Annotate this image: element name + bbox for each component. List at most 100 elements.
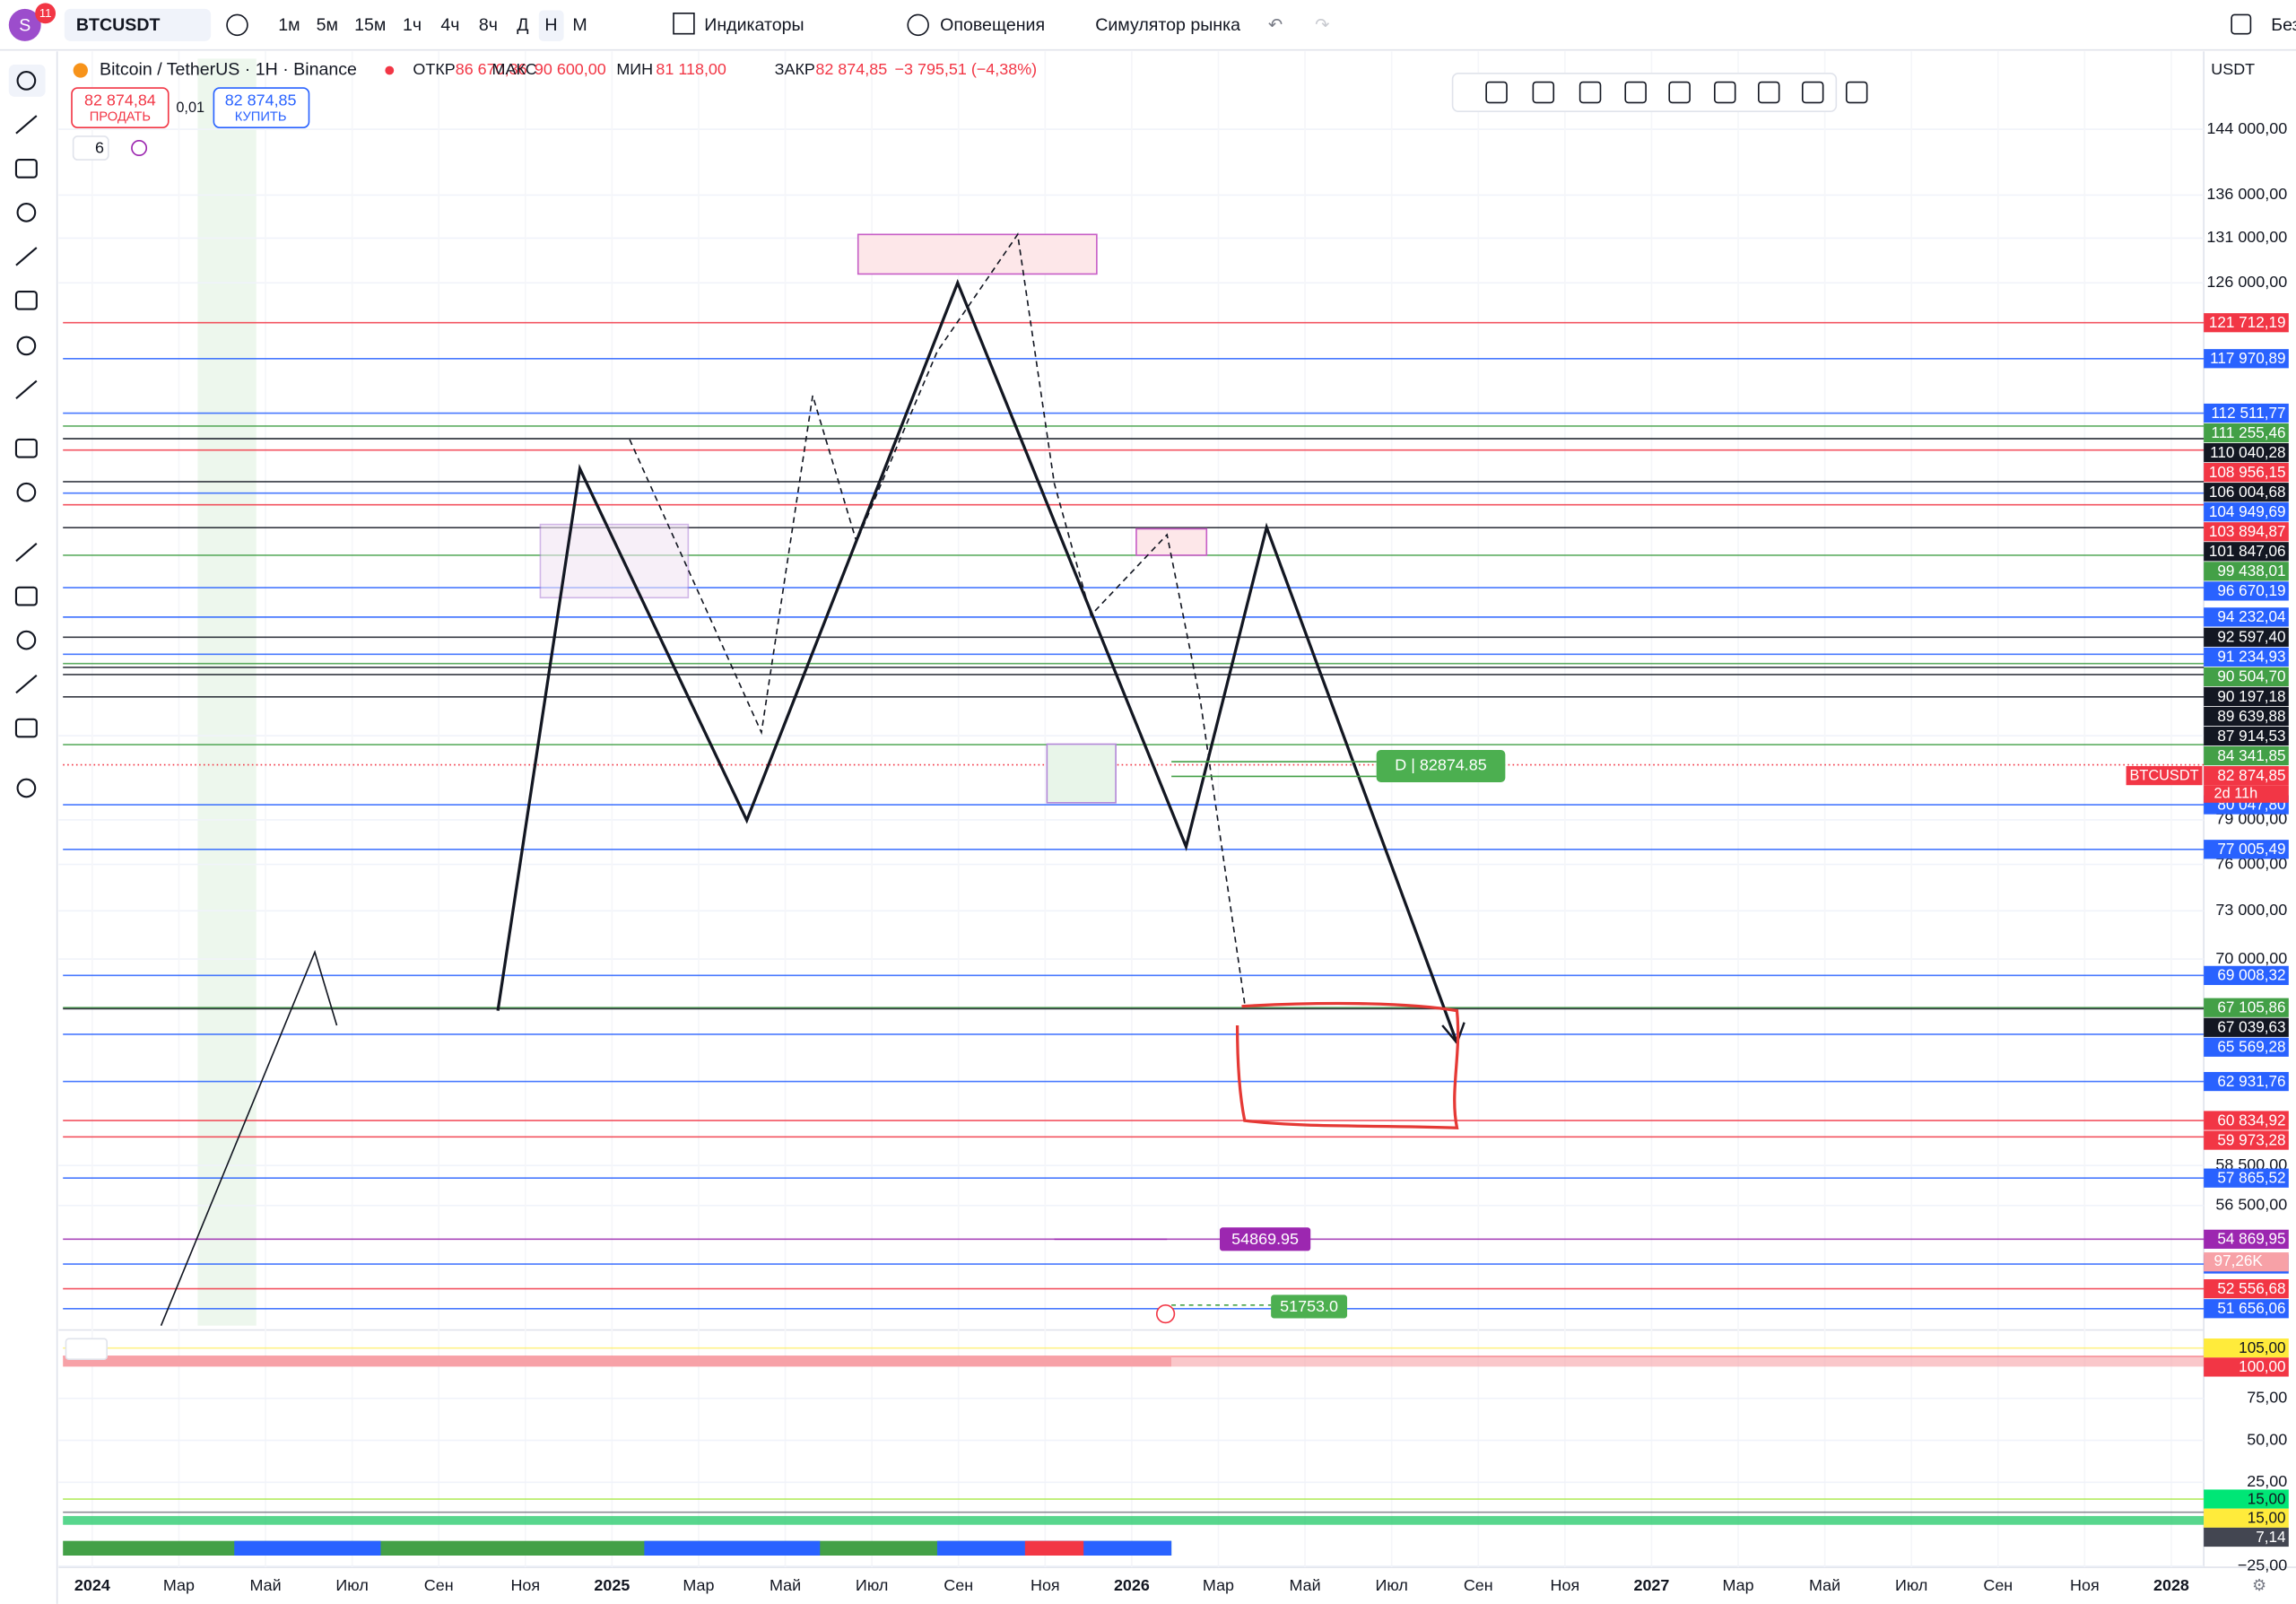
x-tick-label: 2027 xyxy=(1633,1576,1669,1594)
timeframe-button[interactable]: М xyxy=(572,15,587,35)
tool-button[interactable] xyxy=(15,543,38,562)
timeframe-button[interactable]: 15м xyxy=(354,15,386,35)
indicators-toggle[interactable] xyxy=(72,135,109,161)
currency[interactable]: USDT xyxy=(2211,60,2255,78)
indicator-label: 15,00 xyxy=(2248,1509,2286,1527)
zone-box[interactable] xyxy=(1046,743,1117,804)
pane-collapse[interactable] xyxy=(65,1338,108,1361)
indicator-label: 105,00 xyxy=(2239,1338,2285,1356)
zone-box[interactable] xyxy=(857,233,1098,275)
indicators-count: 6 xyxy=(95,139,104,157)
price-label-box xyxy=(2204,403,2289,423)
target-zone[interactable] xyxy=(1235,1001,1460,1129)
tool-button[interactable] xyxy=(14,290,38,310)
drawing-tool[interactable] xyxy=(1578,81,1602,104)
price-label-box xyxy=(2204,562,2289,581)
tool-button[interactable] xyxy=(16,630,37,650)
symbol-search[interactable] xyxy=(64,8,212,41)
timeframe-button[interactable]: 5м xyxy=(317,15,338,35)
tool-button[interactable] xyxy=(14,438,38,458)
price-label: 90 197,18 xyxy=(2217,687,2285,705)
x-tick-label: Ноя xyxy=(510,1576,540,1594)
tool-button[interactable] xyxy=(16,336,37,356)
price-label: 110 040,28 xyxy=(2210,443,2285,461)
tool-button[interactable] xyxy=(16,778,37,798)
add-symbol[interactable] xyxy=(226,13,248,37)
indicator-label-box xyxy=(2204,1489,2289,1509)
x-tick-label: Май xyxy=(1290,1576,1321,1594)
tool-button[interactable] xyxy=(15,379,38,400)
drawing-tool[interactable] xyxy=(1624,81,1647,104)
buy-price: 82 874,85 xyxy=(225,92,297,109)
tool-button[interactable] xyxy=(14,718,38,738)
sell-button[interactable] xyxy=(71,87,170,128)
price-label: 106 004,68 xyxy=(2209,483,2286,501)
signal-strip xyxy=(1024,1540,1084,1556)
position-label[interactable] xyxy=(1376,750,1506,782)
drawing-tool[interactable] xyxy=(1668,81,1691,104)
avatar[interactable] xyxy=(8,8,41,41)
trend-line[interactable] xyxy=(160,949,338,1326)
tool-button[interactable] xyxy=(16,71,37,91)
tool-button[interactable] xyxy=(15,674,38,694)
spread: 0,01 xyxy=(176,100,204,116)
y-tick-label: 144 000,00 xyxy=(2206,119,2287,137)
drawing-tool[interactable] xyxy=(1532,81,1555,104)
indicator-band xyxy=(1171,1356,2205,1367)
close-value: 82 874,85 xyxy=(815,60,887,78)
tool-button[interactable] xyxy=(16,203,37,222)
layout-icon[interactable] xyxy=(2231,13,2252,35)
price-label: 111 255,46 xyxy=(2211,423,2285,441)
timeframe-button[interactable]: 4ч xyxy=(440,15,459,35)
tool-active xyxy=(8,64,46,97)
order-label[interactable] xyxy=(1220,1227,1311,1251)
indicators-button[interactable]: Индикаторы xyxy=(704,15,804,35)
indicator-tick-label: 75,00 xyxy=(2247,1389,2287,1407)
timeframe-button[interactable]: 8ч xyxy=(479,15,498,35)
x-tick-label: Мар xyxy=(1203,1576,1234,1594)
undo[interactable]: ↶ xyxy=(1268,15,1283,35)
tool-button[interactable] xyxy=(14,586,38,606)
session-highlight xyxy=(197,58,257,1326)
tool-button[interactable] xyxy=(14,159,38,179)
alert-marker[interactable] xyxy=(1155,1304,1176,1324)
zone-box[interactable] xyxy=(1135,527,1208,556)
dashed-path[interactable] xyxy=(629,232,1246,1004)
replay-button[interactable]: Симулятор рынка xyxy=(1095,15,1240,35)
y-tick-label: 56 500,00 xyxy=(2215,1196,2287,1214)
tool-button[interactable] xyxy=(15,247,38,266)
account[interactable]: Без xyxy=(2271,15,2296,35)
drawing-tool[interactable] xyxy=(1845,81,1868,104)
order-label[interactable] xyxy=(1271,1295,1348,1319)
timeframe-button[interactable]: 1м xyxy=(278,15,300,35)
price-label: 91 234,93 xyxy=(2217,648,2285,666)
price-label: 89 639,88 xyxy=(2217,707,2285,725)
timeframe-button[interactable]: Д xyxy=(517,15,528,35)
price-label: 90 504,70 xyxy=(2217,667,2285,685)
alerts-button[interactable]: Оповещения xyxy=(940,15,1045,35)
sync-icon[interactable] xyxy=(131,140,148,157)
tool-button[interactable] xyxy=(15,115,38,135)
drawing-tool[interactable] xyxy=(1801,81,1824,104)
drawing-tool[interactable] xyxy=(1758,81,1780,104)
timeframe-button[interactable]: Н xyxy=(544,15,557,35)
drawing-tool[interactable] xyxy=(1485,81,1508,104)
x-tick-label: Мар xyxy=(1722,1576,1753,1594)
tool-button[interactable] xyxy=(16,482,37,502)
open-value: 86 670,36 xyxy=(456,60,527,78)
price-label: 104 949,69 xyxy=(2209,502,2286,520)
price-label-box xyxy=(2204,667,2289,687)
buy-button[interactable] xyxy=(213,87,310,128)
drawing-tool[interactable] xyxy=(1714,81,1736,104)
zigzag[interactable] xyxy=(496,278,1459,1044)
redo[interactable]: ↷ xyxy=(1315,15,1330,35)
price-label-box xyxy=(2204,840,2289,859)
timeframe-button[interactable]: 1ч xyxy=(403,15,422,35)
indicator-label-box xyxy=(2204,1357,2289,1377)
price-label-box xyxy=(2204,745,2289,766)
price-label: 77 005,49 xyxy=(2217,840,2285,858)
settings[interactable]: ⚙ xyxy=(2252,1576,2266,1594)
y-tick-label: 79 000,00 xyxy=(2215,810,2287,828)
x-tick-label: Сен xyxy=(1983,1576,2013,1594)
